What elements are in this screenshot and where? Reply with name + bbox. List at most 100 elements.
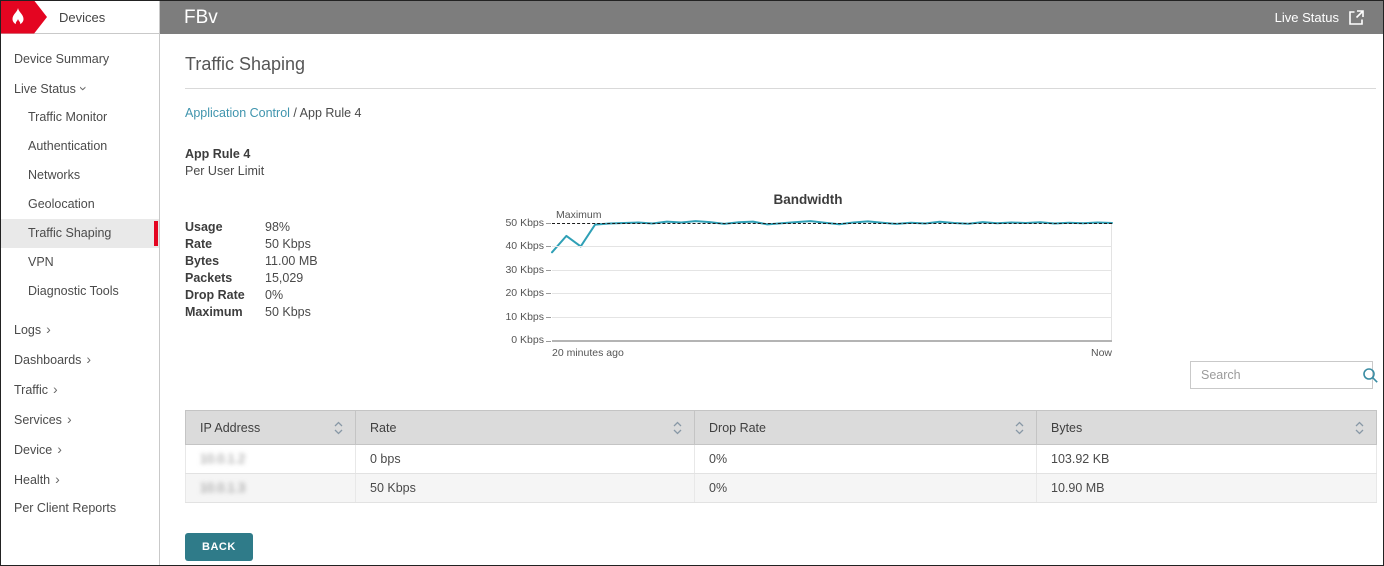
- stat-row: Usage 98%: [185, 219, 318, 236]
- sidebar-item-logs[interactable]: Logs ›: [1, 314, 159, 344]
- column-header-rate[interactable]: Rate: [355, 410, 695, 445]
- rate-cell: 50 Kbps: [355, 473, 695, 503]
- breadcrumb-current: / App Rule 4: [289, 106, 362, 120]
- stat-label: Maximum: [185, 305, 243, 319]
- maximum-line-label: Maximum: [556, 209, 602, 221]
- stat-row: Bytes 11.00 MB: [185, 253, 318, 270]
- table-header-row: IP Address Rate Drop Rate Bytes: [185, 410, 1377, 445]
- chevron-icon: ›: [46, 321, 51, 337]
- live-status-label: Live Status: [1274, 10, 1339, 25]
- chevron-icon: ›: [55, 471, 60, 487]
- sidebar-item-services[interactable]: Services ›: [1, 404, 159, 434]
- brand-tag: [1, 1, 47, 34]
- sidebar-item-authentication[interactable]: Authentication: [28, 139, 108, 153]
- column-header-drop-rate[interactable]: Drop Rate: [694, 410, 1037, 445]
- y-axis-tick-label: 10 Kbps: [505, 310, 544, 323]
- sort-icon: [1355, 421, 1364, 434]
- sort-icon: [334, 421, 343, 434]
- y-axis-tick-label: 50 Kbps: [505, 217, 544, 229]
- content-area: Traffic Shaping Application Control / Ap…: [160, 34, 1383, 565]
- chart-plot: Maximum 50 Kbps 40 Kbps 30 Kbps 20 Kbps …: [504, 209, 1113, 346]
- sidebar-header-label: Devices: [59, 9, 106, 25]
- stats-list: Usage 98% Rate 50 Kbps Bytes 11.00 MB Pa…: [185, 219, 318, 321]
- sidebar-nav: Device Summary Live Status› Traffic Monito…: [1, 34, 159, 523]
- chevron-icon: ›: [53, 381, 58, 397]
- column-header-ip-address[interactable]: IP Address: [185, 410, 356, 445]
- rate-cell: 0 bps: [355, 444, 695, 474]
- sidebar-item-traffic-shaping[interactable]: Traffic Shaping: [1, 219, 159, 248]
- page-title-wrap: Traffic Shaping: [185, 54, 1376, 89]
- flame-icon: [12, 8, 24, 26]
- chevron-icon: ›: [57, 441, 62, 457]
- sort-icon: [1015, 421, 1024, 434]
- drop-rate-cell: 0%: [694, 473, 1037, 503]
- page-title: Traffic Shaping: [185, 54, 306, 74]
- sidebar-item-health[interactable]: Health ›: [1, 464, 159, 494]
- sort-icon: [673, 421, 682, 434]
- column-header-bytes[interactable]: Bytes: [1036, 410, 1377, 445]
- stat-row: Maximum 50 Kbps: [185, 304, 318, 321]
- drop-rate-cell: 0%: [694, 444, 1037, 474]
- rule-block: App Rule 4 Per User Limit: [185, 146, 264, 180]
- y-axis-tick-label: 30 Kbps: [505, 263, 544, 276]
- topbar: FBv Live Status: [160, 1, 1383, 34]
- back-button[interactable]: BACK: [185, 533, 253, 561]
- breadcrumb-link-application-control[interactable]: Application Control: [185, 106, 290, 120]
- table-row: 10.0.1.2 0 bps 0% 103.92 KB: [185, 444, 1377, 474]
- stat-value: 0%: [265, 288, 284, 302]
- stat-row: Drop Rate 0%: [185, 287, 318, 304]
- sidebar-header[interactable]: Devices: [1, 1, 159, 34]
- ip-address-redacted: 10.0.1.2: [200, 452, 246, 466]
- sidebar-item-dashboards[interactable]: Dashboards ›: [1, 344, 159, 374]
- breadcrumb: Application Control / App Rule 4: [185, 106, 362, 120]
- stat-label: Drop Rate: [185, 288, 245, 302]
- y-axis-tick-label: 0 Kbps: [511, 334, 544, 346]
- bytes-cell: 103.92 KB: [1036, 444, 1377, 474]
- stat-label: Bytes: [185, 254, 220, 268]
- sidebar-item-device-summary[interactable]: Device Summary: [14, 52, 110, 66]
- stat-label: Packets: [185, 271, 233, 285]
- rule-name: App Rule 4: [185, 147, 251, 161]
- chevron-icon: ›: [75, 86, 92, 91]
- x-axis-labels: 20 minutes ago Now: [552, 347, 1112, 359]
- y-axis-tick-label: 40 Kbps: [505, 240, 544, 253]
- ip-address-redacted: 10.0.1.3: [200, 481, 246, 495]
- sidebar-item-vpn[interactable]: VPN: [28, 255, 54, 269]
- sidebar-item-live-status[interactable]: Live Status›: [1, 74, 159, 103]
- bandwidth-chart: Bandwidth Maximum 50 Kbps 40 Kbps 30 Kbp…: [504, 192, 1120, 359]
- device-title: FBv: [184, 6, 218, 28]
- stat-row: Rate 50 Kbps: [185, 236, 318, 253]
- sidebar-item-geolocation[interactable]: Geolocation: [28, 197, 95, 211]
- search-input[interactable]: [1191, 368, 1362, 382]
- sidebar-item-device[interactable]: Device ›: [1, 434, 159, 464]
- bytes-cell: 10.90 MB: [1036, 473, 1377, 503]
- stat-value: 50 Kbps: [265, 305, 311, 319]
- table-row: 10.0.1.3 50 Kbps 0% 10.90 MB: [185, 473, 1377, 503]
- sidebar-item-per-client-reports[interactable]: Per Client Reports: [14, 501, 117, 515]
- search-box: [1190, 361, 1378, 389]
- bandwidth-line: [551, 220, 1113, 254]
- stat-value: 98%: [265, 220, 291, 234]
- y-axis-tick-label: 20 Kbps: [505, 287, 544, 300]
- search-icon[interactable]: [1362, 367, 1379, 384]
- live-status-link[interactable]: Live Status: [1275, 9, 1383, 26]
- rule-subtitle: Per User Limit: [185, 164, 265, 178]
- table-body: 10.0.1.2 0 bps 0% 103.92 KB 10.0.1.3 50 …: [185, 444, 1377, 503]
- stat-value: 50 Kbps: [265, 237, 311, 251]
- chart-title: Bandwidth: [773, 192, 843, 207]
- sidebar: Devices Device Summary Live Status› Traffi…: [1, 1, 160, 565]
- clients-table: IP Address Rate Drop Rate Bytes 10.0.1.2…: [185, 410, 1377, 503]
- sidebar-item-traffic[interactable]: Traffic ›: [1, 374, 159, 404]
- sidebar-item-networks[interactable]: Networks: [28, 168, 81, 182]
- chevron-icon: ›: [66, 411, 72, 427]
- stat-value: 11.00 MB: [265, 254, 318, 268]
- chevron-icon: ›: [86, 351, 92, 367]
- sidebar-item-diagnostic-tools[interactable]: Diagnostic Tools: [28, 284, 119, 298]
- stat-row: Packets 15,029: [185, 270, 318, 287]
- plot-right-border: [1111, 223, 1112, 340]
- x-axis-start-label: 20 minutes ago: [552, 347, 624, 359]
- external-link-icon: [1349, 10, 1364, 25]
- sidebar-item-traffic-monitor[interactable]: Traffic Monitor: [28, 110, 108, 124]
- stat-label: Rate: [185, 237, 213, 251]
